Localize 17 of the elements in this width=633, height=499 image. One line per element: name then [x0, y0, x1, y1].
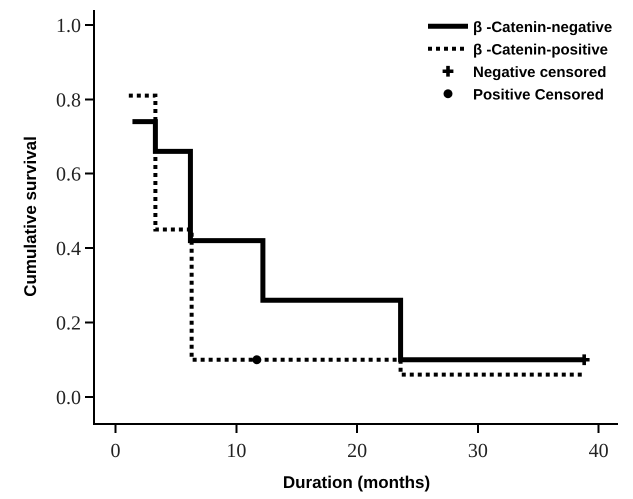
y-tick-label: 1.0 [56, 14, 81, 37]
x-tick-label: 10 [226, 440, 246, 462]
y-tick-label: 0.8 [56, 89, 81, 112]
y-tick-label: 0.2 [56, 312, 81, 335]
y-tick-label: 0.0 [56, 386, 81, 409]
legend-label: Negative censored [473, 64, 606, 82]
legend-label: β -Catenin-positive [473, 42, 608, 59]
x-tick-label: 30 [468, 440, 488, 462]
y-tick-label: 0.6 [56, 164, 81, 186]
y-tick-label: 0.4 [56, 238, 81, 260]
x-tick-label: 40 [588, 440, 609, 462]
x-tick-label: 20 [347, 440, 368, 462]
legend-label: β -Catenin-negative [473, 19, 612, 36]
legend-label: Positive Censored [473, 86, 604, 104]
y-axis-title: Cumulative survival [21, 136, 40, 297]
x-axis-title: Duration (months) [282, 472, 430, 492]
x-tick-label: 0 [110, 440, 121, 462]
